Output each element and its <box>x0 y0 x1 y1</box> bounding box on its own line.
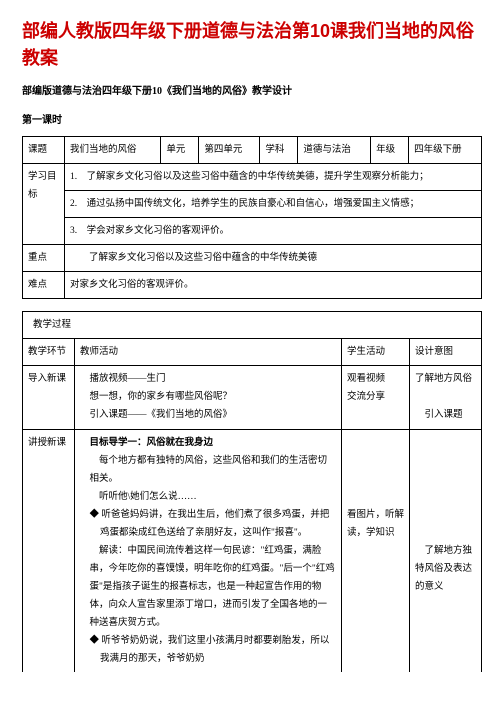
subject-label: 学科 <box>260 137 298 164</box>
table-row: 重点 了解家乡文化习俗以及这些习俗中蕴含的中华传统美德 <box>23 245 482 272</box>
grade-label: 年级 <box>371 137 409 164</box>
table-row: 导入新课 播放视频——生门 想一想，你的家乡有哪些风俗呢？ 引入课题——《我们当… <box>23 366 482 429</box>
objective-label: 学习目标 <box>23 164 65 245</box>
student-teach: 看图片，听解读，学知识 <box>342 429 410 672</box>
table-row: 学习目标 1. 了解家乡文化习俗以及这些习俗中蕴含的中华传统美德，提升学生观察分… <box>23 164 482 191</box>
process-table: 教学过程 教学环节 教师活动 学生活动 设计意图 导入新课 播放视频——生门 想… <box>22 311 482 672</box>
document-subtitle: 部编版道德与法治四年级下册10《我们当地的风俗》教学设计 <box>22 84 482 99</box>
keypoint-label: 重点 <box>23 245 65 272</box>
phase-teach: 讲授新课 <box>23 429 75 672</box>
col-teacher: 教师活动 <box>75 339 342 366</box>
phase-intro: 导入新课 <box>23 366 75 429</box>
info-table: 课题 我们当地的风俗 单元 第四单元 学科 道德与法治 年级 四年级下册 学习目… <box>22 136 482 299</box>
table-row: 2. 通过弘扬中国传统文化，培养学生的民族自豪心和自信心，增强爱国主义情感； <box>23 191 482 218</box>
topic-value: 我们当地的风俗 <box>65 137 161 164</box>
intent-intro: 了解地方风俗 引入课题 <box>410 366 482 429</box>
teacher-intro: 播放视频——生门 想一想，你的家乡有哪些风俗呢？ 引入课题——《我们当地的风俗》 <box>75 366 342 429</box>
topic-label: 课题 <box>23 137 65 164</box>
col-student: 学生活动 <box>342 339 410 366</box>
table-row: 教学过程 <box>23 312 482 339</box>
document-title: 部编人教版四年级下册道德与法治第10课我们当地的风俗教案 <box>22 18 482 72</box>
col-intent: 设计意图 <box>410 339 482 366</box>
table-row: 教学环节 教师活动 学生活动 设计意图 <box>23 339 482 366</box>
objective-1: 1. 了解家乡文化习俗以及这些习俗中蕴含的中华传统美德，提升学生观察分析能力； <box>65 164 482 191</box>
table-row: 课题 我们当地的风俗 单元 第四单元 学科 道德与法治 年级 四年级下册 <box>23 137 482 164</box>
table-row: 3. 学会对家乡文化习俗的客观评价。 <box>23 218 482 245</box>
difficulty-value: 对家乡文化习俗的客观评价。 <box>65 272 482 299</box>
col-phase: 教学环节 <box>23 339 75 366</box>
subject-value: 道德与法治 <box>298 137 371 164</box>
keypoint-value: 了解家乡文化习俗以及这些习俗中蕴含的中华传统美德 <box>65 245 482 272</box>
student-intro: 观看视频 交流分享 <box>342 366 410 429</box>
process-header: 教学过程 <box>23 312 482 339</box>
objective-2: 2. 通过弘扬中国传统文化，培养学生的民族自豪心和自信心，增强爱国主义情感； <box>65 191 482 218</box>
intent-teach: 了解地方独特风俗及表达的意义 <box>410 429 482 672</box>
teacher-teach: 目标导学一：风俗就在我身边 每个地方都有独特的风俗，这些风俗和我们的生活密切相关… <box>75 429 342 672</box>
table-row: 难点 对家乡文化习俗的客观评价。 <box>23 272 482 299</box>
unit-value: 第四单元 <box>199 137 260 164</box>
objective-3: 3. 学会对家乡文化习俗的客观评价。 <box>65 218 482 245</box>
unit-label: 单元 <box>161 137 199 164</box>
table-row: 讲授新课 目标导学一：风俗就在我身边 每个地方都有独特的风俗，这些风俗和我们的生… <box>23 429 482 672</box>
difficulty-label: 难点 <box>23 272 65 299</box>
grade-value: 四年级下册 <box>409 137 482 164</box>
section-heading: 第一课时 <box>22 113 482 128</box>
